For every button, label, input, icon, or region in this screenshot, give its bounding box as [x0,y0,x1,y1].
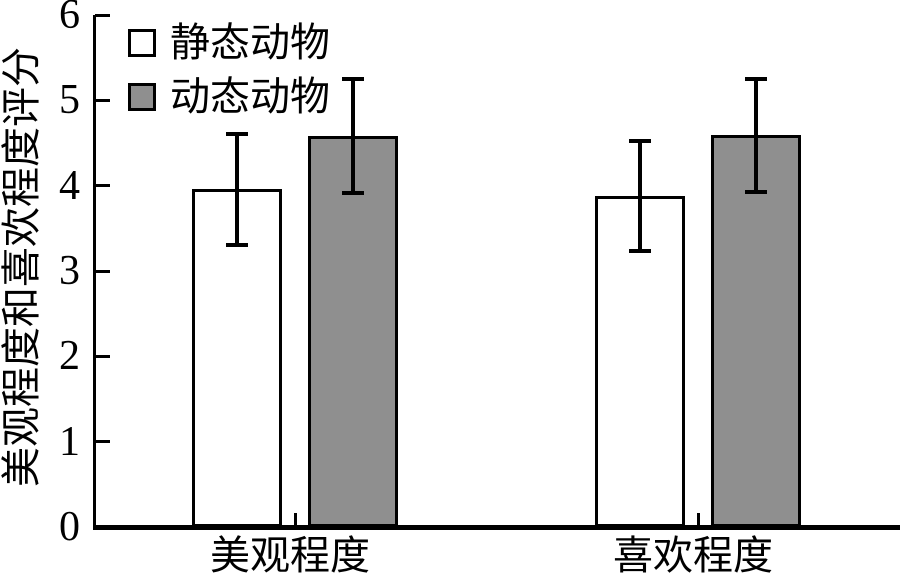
error-bar-line [754,79,758,192]
error-bar-cap [342,191,364,196]
error-bar-cap [226,131,248,136]
y-tick [95,440,110,444]
legend-label-dynamic: 动态动物 [170,74,330,119]
y-tick-label: 0 [59,504,80,550]
error-bar-cap [629,139,651,144]
y-tick-label: 1 [59,418,80,465]
x-category-label: 美观程度 [210,533,370,578]
error-bar-line [351,79,355,194]
error-bar-cap [745,189,767,194]
y-tick-label: 3 [59,248,80,294]
y-tick [95,13,110,17]
x-category-label: 喜欢程度 [613,533,773,578]
y-tick-label: 4 [59,162,80,209]
error-bar-line [638,141,642,251]
y-tick [95,98,110,102]
y-tick-label: 5 [59,77,80,124]
x-tick [696,513,700,526]
x-tick [293,513,297,526]
error-bar-line [235,133,239,245]
y-axis-line [93,15,96,530]
error-bar-cap [226,242,248,247]
legend-swatch-static-icon [128,29,156,57]
bar-dynamic [711,135,801,527]
x-axis-line [93,525,900,530]
error-bar-cap [342,77,364,81]
legend-swatch-dynamic-icon [128,83,156,111]
legend-item-static: 静态动物 [128,22,330,64]
error-bar-cap [629,248,651,253]
y-tick [95,269,110,273]
y-tick [95,525,110,529]
y-tick [95,354,110,358]
legend-label-static: 静态动物 [170,20,330,65]
error-bar-cap [745,77,767,81]
y-tick [95,184,110,188]
y-tick-label: 2 [59,333,80,380]
legend-item-dynamic: 动态动物 [128,76,330,118]
legend: 静态动物 动态动物 [128,22,330,118]
bar-dynamic [308,136,398,527]
y-tick-label: 6 [59,0,80,38]
